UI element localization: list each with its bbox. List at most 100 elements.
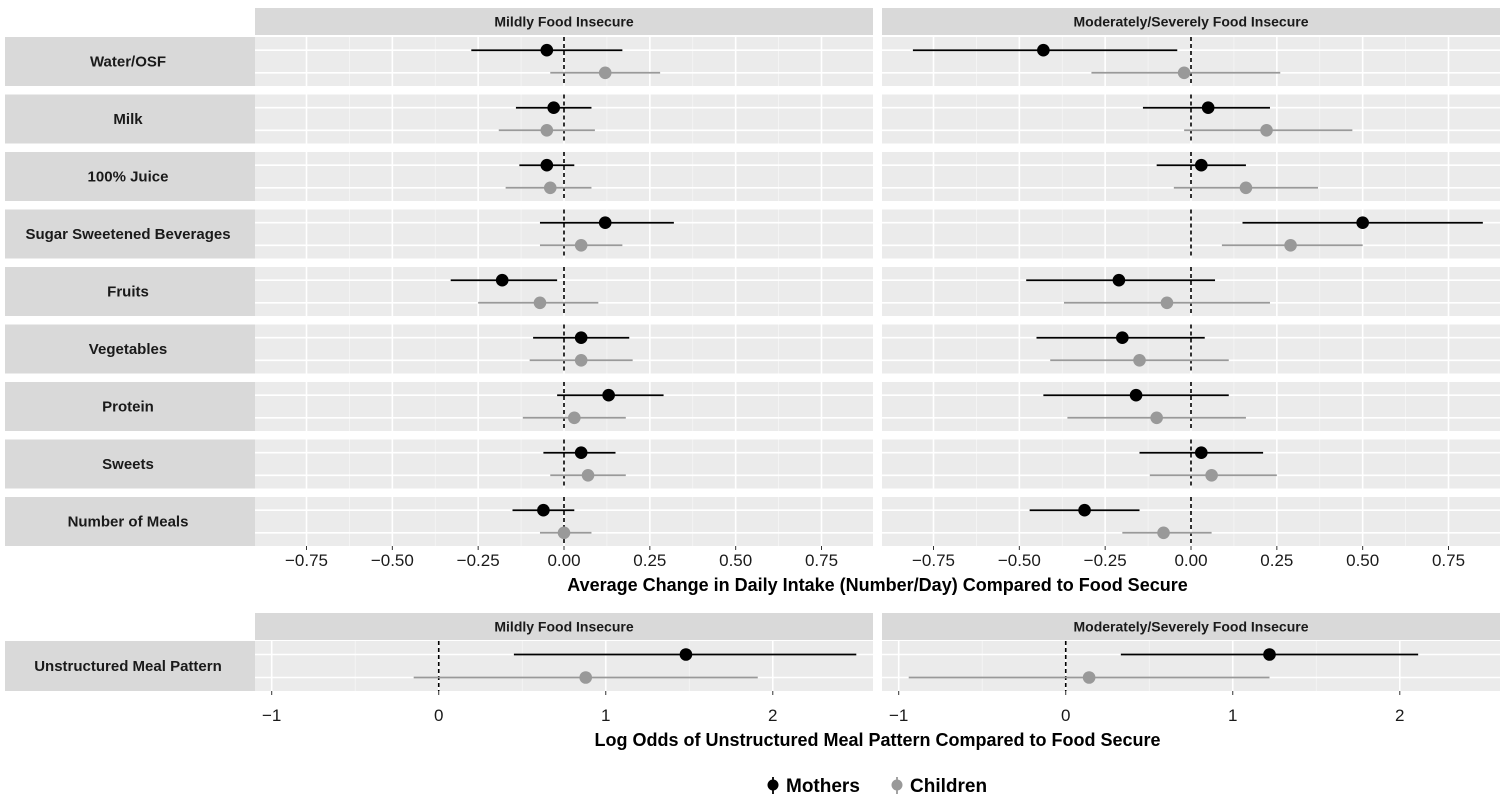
row-strip: [5, 37, 255, 86]
x-tick-label: −0.50: [998, 551, 1041, 570]
point-children: [1133, 353, 1146, 367]
point-mothers: [679, 648, 693, 661]
point-children: [1239, 181, 1253, 195]
facet-panel-mildly-food-insecure: Mildly Food Insecure −1 0 1 2: [255, 613, 873, 725]
legend-label-mothers: Mothers: [786, 776, 860, 797]
legend: Mothers Children: [767, 776, 987, 797]
point-mothers: [537, 503, 550, 517]
point-mothers: [1037, 43, 1050, 57]
row-panel-vegetables: [882, 324, 1500, 374]
chart-1: Mildly Food Insecure −0.75 −0.50 −0.25 0.00 0…: [5, 8, 1500, 595]
facet-strip: [255, 613, 873, 640]
x-tick-label: 0.50: [719, 551, 752, 570]
x-tick-label: 0.00: [1174, 551, 1207, 570]
row-label: Unstructured Meal Pattern: [34, 658, 222, 675]
row-panel-number-of-meals: [255, 497, 873, 546]
x-axis-title: Log Odds of Unstructured Meal Pattern Co…: [594, 730, 1160, 750]
row-panel-protein: [882, 382, 1500, 431]
point-children: [557, 526, 571, 540]
row-panel-water-osf: [882, 37, 1500, 86]
row-panel-milk: [882, 94, 1500, 144]
point-children: [1160, 296, 1174, 310]
panel-background: [882, 641, 1500, 691]
point-mothers: [495, 273, 509, 287]
row-panel-unstructured-meal-pattern: [255, 641, 873, 691]
point-children: [579, 671, 593, 684]
point-children: [1205, 468, 1218, 482]
facet-strip: [255, 8, 873, 35]
row-strip: [5, 267, 255, 316]
x-tick-label: −0.25: [1084, 551, 1127, 570]
facet-strip-label: Mildly Food Insecure: [494, 14, 633, 30]
point-mothers: [1078, 503, 1091, 517]
point-mothers: [1195, 158, 1208, 172]
x-tick-label: −0.75: [285, 551, 328, 570]
row-panel-milk: [255, 94, 873, 144]
row-strip: [5, 209, 255, 259]
x-tick-label: 0.75: [1432, 551, 1465, 570]
point-children: [540, 123, 554, 137]
row-panel-sweets: [882, 439, 1500, 489]
x-tick-label: 0.25: [633, 551, 666, 570]
x-tick-label: 2: [1395, 706, 1404, 725]
x-tick-label: 2: [768, 706, 777, 725]
point-children: [1082, 671, 1096, 684]
facet-strip-label: Moderately/Severely Food Insecure: [1074, 14, 1309, 30]
point-mothers: [574, 331, 588, 345]
point-mothers: [598, 216, 612, 230]
point-children: [574, 353, 588, 367]
row-label: Milk: [113, 111, 143, 128]
row-strip: [5, 641, 255, 691]
x-tick-label: −1: [889, 706, 908, 725]
x-tick-label: 0.00: [547, 551, 580, 570]
row-panel-sugar-sweetened-beverages: [882, 209, 1500, 259]
point-mothers: [547, 101, 560, 115]
row-label: Vegetables: [89, 341, 167, 358]
x-tick-label: 0: [434, 706, 443, 725]
row-panel-100-juice: [255, 152, 873, 201]
legend-key-point: [891, 779, 903, 791]
x-tick-label: −0.25: [457, 551, 500, 570]
facet-strip: [882, 8, 1500, 35]
row-label: Protein: [102, 399, 154, 416]
row-panel-sweets: [255, 439, 873, 489]
x-tick-label: 0: [1061, 706, 1070, 725]
row-strip: [5, 439, 255, 489]
row-panel-unstructured-meal-pattern: [882, 641, 1500, 691]
point-mothers: [1116, 331, 1129, 345]
point-children: [1260, 123, 1273, 137]
point-mothers: [540, 43, 554, 57]
point-children: [543, 181, 557, 195]
row-strip: [5, 497, 255, 546]
point-children: [574, 238, 588, 252]
x-axis-title: Average Change in Daily Intake (Number/D…: [567, 575, 1187, 595]
row-strip: [5, 324, 255, 374]
legend-label-children: Children: [910, 776, 987, 797]
x-tick-label: 0.25: [1260, 551, 1293, 570]
x-tick-label: −0.50: [371, 551, 414, 570]
point-children: [581, 468, 595, 482]
row-panel-vegetables: [255, 324, 873, 374]
row-label: Fruits: [107, 284, 149, 301]
point-children: [568, 411, 581, 425]
point-children: [533, 296, 547, 310]
facet-panel-mildly-food-insecure: Mildly Food Insecure −0.75 −0.50 −0.25 0.00 0…: [255, 8, 873, 570]
row-panel-number-of-meals: [882, 497, 1500, 546]
point-children: [1150, 411, 1163, 425]
point-mothers: [1263, 648, 1276, 661]
row-strip: [5, 152, 255, 201]
facet-strip: [882, 613, 1500, 640]
panel-background: [255, 641, 873, 691]
facet-panel-moderately-severely-food-insecure: Moderately/Severely Food Insecure −1 0 1 2: [882, 613, 1500, 725]
x-tick-label: 0.75: [805, 551, 838, 570]
point-children: [598, 66, 612, 80]
row-label: Sugar Sweetened Beverages: [25, 226, 230, 243]
x-tick-label: 1: [1228, 706, 1237, 725]
row-label: Sweets: [102, 456, 154, 473]
point-mothers: [1112, 273, 1126, 287]
row-panel-fruits: [255, 267, 873, 316]
x-tick-label: −1: [262, 706, 281, 725]
row-panel-100-juice: [882, 152, 1500, 201]
